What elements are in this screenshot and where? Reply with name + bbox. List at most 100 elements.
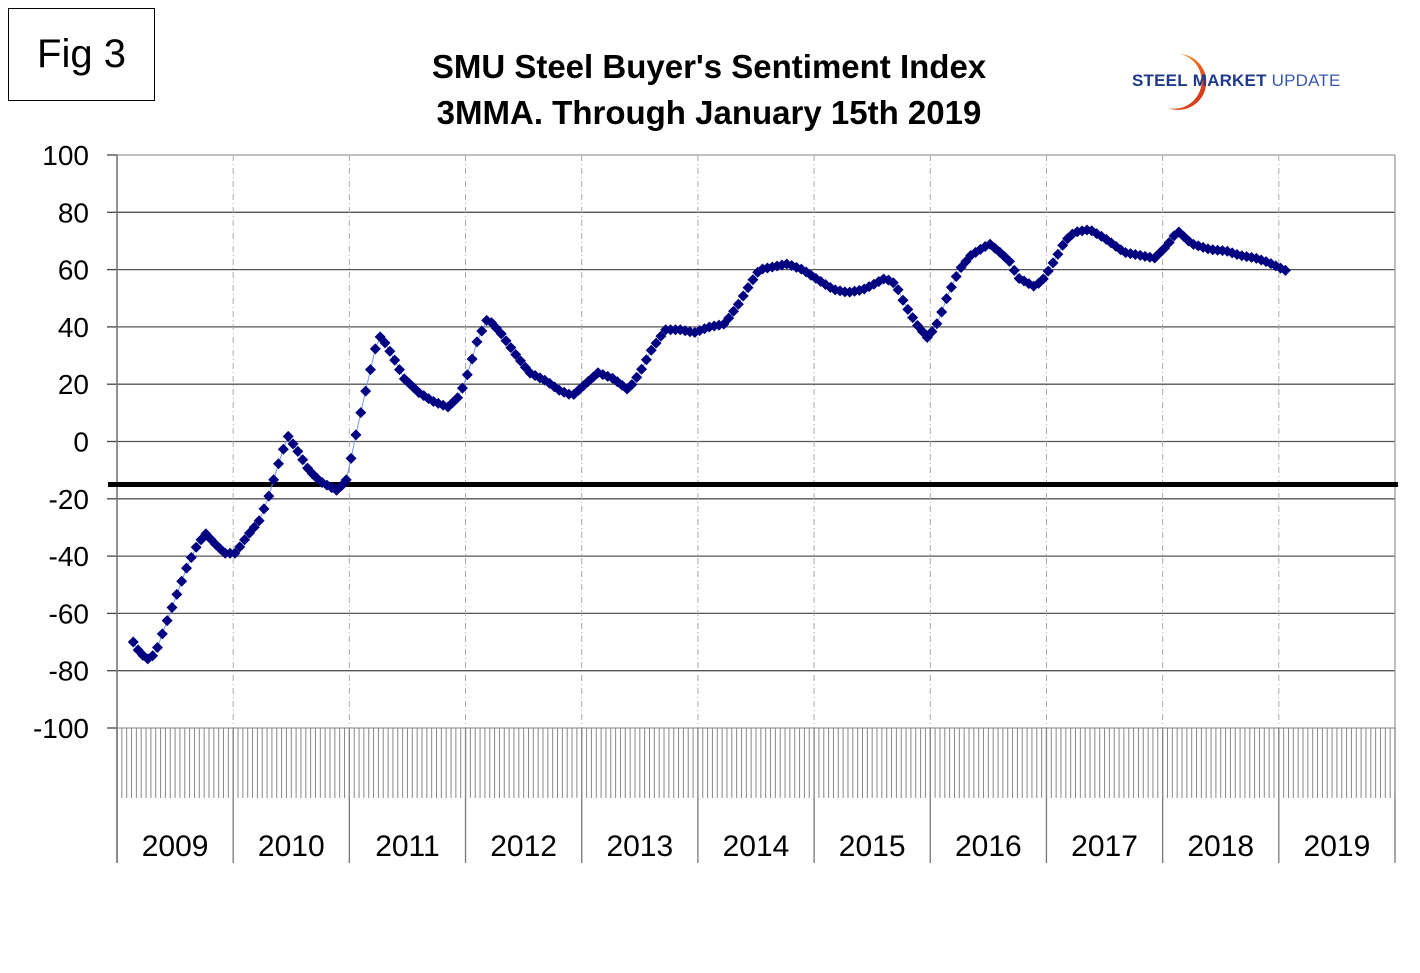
y-tick-label: -20 <box>49 484 89 515</box>
year-label: 2011 <box>375 830 440 863</box>
data-point-marker <box>384 345 396 357</box>
y-tick-label: 60 <box>58 255 89 286</box>
year-label: 2019 <box>1304 830 1371 863</box>
year-label: 2014 <box>723 830 790 863</box>
data-point-marker <box>728 305 740 317</box>
data-point-marker <box>907 312 919 324</box>
data-point-marker <box>892 284 904 296</box>
data-point-marker <box>1052 248 1064 260</box>
data-point-marker <box>147 650 159 662</box>
y-axis-labels: 100 80 60 40 20 0 -20 -40 -60 -80 -100 <box>33 140 89 744</box>
data-point-marker <box>510 348 522 360</box>
data-point-marker <box>253 515 265 527</box>
year-label: 2009 <box>142 830 209 863</box>
data-point-marker <box>495 328 507 340</box>
data-point-marker <box>277 443 289 455</box>
data-point-marker <box>340 474 352 486</box>
data-point-marker <box>505 342 517 354</box>
data-point-marker <box>945 281 957 293</box>
data-point-marker <box>640 354 652 366</box>
data-point-marker <box>185 552 197 564</box>
data-point-marker <box>369 343 381 355</box>
data-point-marker <box>1037 273 1049 285</box>
y-tick-label: 40 <box>58 312 89 343</box>
data-point-marker <box>500 335 512 347</box>
data-point-marker <box>1057 239 1069 251</box>
data-point-marker <box>389 354 401 366</box>
data-point-marker <box>171 588 183 600</box>
data-point-marker <box>1008 264 1020 276</box>
data-point-marker <box>176 575 188 587</box>
data-point-marker <box>1047 257 1059 269</box>
data-point-marker <box>466 353 478 365</box>
year-label: 2016 <box>955 830 1022 863</box>
data-point-marker <box>1013 273 1025 285</box>
year-label: 2010 <box>258 830 325 863</box>
y-tick-label: -100 <box>33 713 89 744</box>
figure-label: Fig 3 <box>8 8 155 101</box>
year-label: 2012 <box>490 830 557 863</box>
data-point-marker <box>747 274 759 286</box>
data-point-marker <box>156 628 168 640</box>
data-point-marker <box>292 445 304 457</box>
data-point-marker <box>887 277 899 289</box>
data-point-marker <box>181 562 193 574</box>
data-point-marker <box>902 303 914 315</box>
data-point-marker <box>282 430 294 442</box>
data-point-marker <box>360 385 372 397</box>
data-point-marker <box>234 541 246 553</box>
data-point-marker <box>742 282 754 294</box>
data-point-marker <box>248 521 260 533</box>
data-point-marker <box>723 312 735 324</box>
x-axis-year-labels: 2009 2010 2011 2012 2013 2014 2015 2016 2017 2018… <box>142 830 1371 863</box>
data-point-marker <box>239 534 251 546</box>
y-tick-label: 0 <box>73 427 89 458</box>
tick-marks <box>107 154 1396 863</box>
data-point-marker <box>456 382 468 394</box>
data-point-marker <box>166 601 178 613</box>
data-series <box>127 224 1291 665</box>
data-point-marker <box>394 364 406 376</box>
data-point-marker <box>650 337 662 349</box>
year-label: 2017 <box>1071 830 1138 863</box>
chart-title-block: SMU Steel Buyer's Sentiment Index 3MMA. … <box>300 44 1118 136</box>
data-point-marker <box>926 326 938 338</box>
logo-word-update: UPDATE <box>1271 71 1341 90</box>
data-point-marker <box>151 642 163 654</box>
data-point-marker <box>1129 249 1141 261</box>
data-point-marker <box>645 344 657 356</box>
data-point-marker <box>461 369 473 381</box>
series-line <box>132 229 1286 660</box>
data-point-marker <box>941 293 953 305</box>
year-label: 2015 <box>839 830 906 863</box>
chart-subtitle: 3MMA. Through January 15th 2019 <box>436 94 982 131</box>
logo-text: STEEL MARKET UPDATE <box>1132 71 1341 91</box>
data-point-marker <box>950 270 962 282</box>
data-point-marker <box>476 325 488 337</box>
data-point-marker <box>190 541 202 553</box>
data-point-marker <box>452 392 464 404</box>
data-point-marker <box>732 298 744 310</box>
data-point-marker <box>229 547 241 559</box>
grid-lines <box>117 154 1395 729</box>
data-point-marker <box>737 290 749 302</box>
data-point-marker <box>1134 249 1146 261</box>
data-point-marker <box>1003 255 1015 267</box>
data-point-marker <box>297 454 309 466</box>
data-point-marker <box>636 363 648 375</box>
y-tick-label: 80 <box>58 197 89 228</box>
data-point-marker <box>631 371 643 383</box>
year-label: 2013 <box>606 830 673 863</box>
data-point-marker <box>897 294 909 306</box>
y-tick-label: -80 <box>49 656 89 687</box>
chart-title: SMU Steel Buyer's Sentiment Index <box>431 48 987 85</box>
data-point-marker <box>655 330 667 342</box>
data-point-marker <box>515 355 527 367</box>
logo-word-market: MARKET <box>1192 71 1267 90</box>
data-point-marker <box>936 306 948 318</box>
data-point-marker <box>1279 264 1291 276</box>
data-point-marker <box>263 490 275 502</box>
y-tick-label: 100 <box>42 140 89 171</box>
y-tick-label: -60 <box>49 598 89 629</box>
y-tick-label: 20 <box>58 369 89 400</box>
